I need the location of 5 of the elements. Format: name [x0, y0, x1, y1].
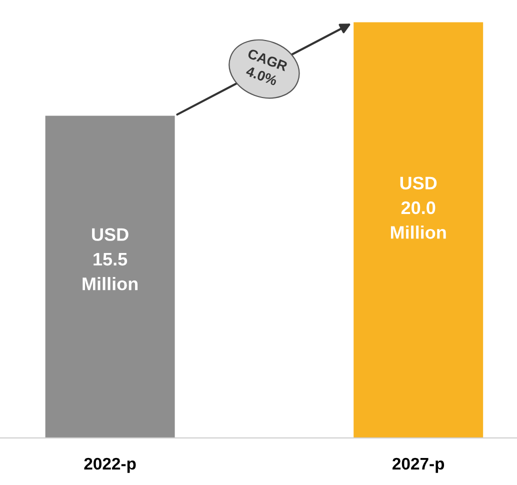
- annotation: CAGR 4.0%: [245, 48, 288, 86]
- x-tick-label: 2022-p: [84, 458, 136, 473]
- data-label: USD 15.5 Million: [82, 228, 138, 290]
- x-tick-label: 2027-p: [392, 458, 444, 473]
- data-label: USD 20.0 Million: [390, 176, 446, 239]
